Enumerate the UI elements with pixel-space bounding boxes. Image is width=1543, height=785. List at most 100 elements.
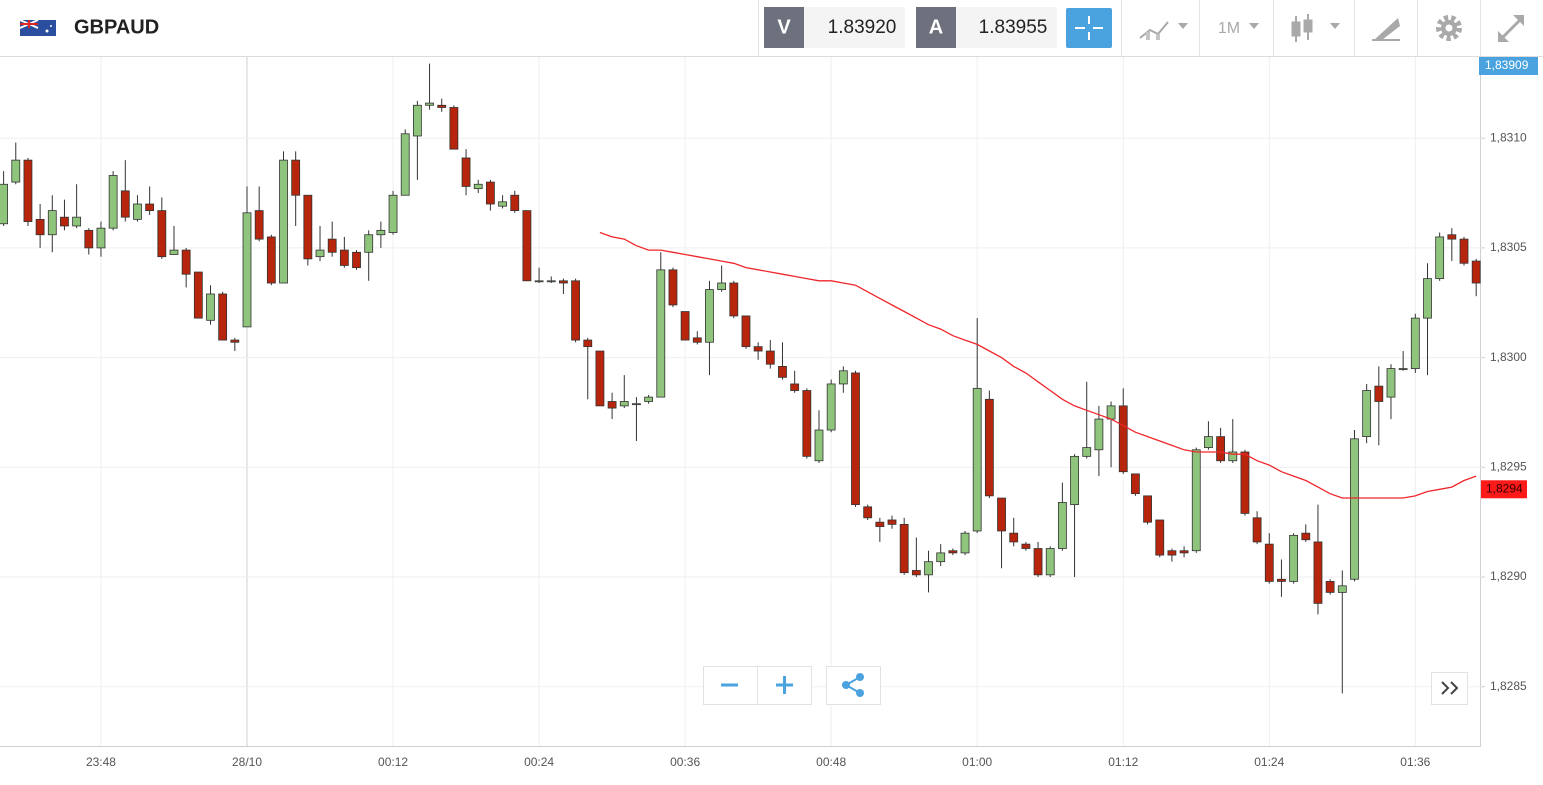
zoom-in-button[interactable] [757,666,812,705]
candle-body [814,429,824,462]
fullscreen-button[interactable] [1498,15,1524,42]
candle-body [1021,543,1031,549]
candle-body [644,396,654,402]
flag-icon [19,19,56,36]
x-tick-label: 01:24 [1254,755,1284,769]
candle-body [1264,543,1274,582]
x-tick-label: 00:36 [670,755,700,769]
zoom-out-button[interactable] [703,666,758,705]
candle-body [1009,532,1019,543]
settings-button[interactable] [1436,15,1462,41]
candle-body [1350,438,1359,580]
candle-body [790,383,800,391]
candle-body [960,532,970,554]
candle-body [1228,451,1238,462]
candle-body [1143,495,1152,523]
candle-body [11,159,21,183]
candle-body [157,210,167,258]
candle-body [364,234,374,253]
candle-body [705,289,714,343]
candle-body [1459,238,1469,264]
sell-price: 1.83920 [828,17,897,38]
candle-body [1325,581,1335,593]
price-tag [1479,57,1538,75]
candle-body [1118,405,1128,473]
candle-body [571,280,580,341]
candle-body [729,282,739,317]
candle-body [206,293,215,321]
candle-body [1167,550,1177,556]
candle-body [35,218,45,236]
x-tick-label: 01:12 [1108,755,1138,769]
x-tick-label: 23:48 [86,755,116,769]
timeframe-button[interactable]: 1M [1218,20,1259,37]
candle-body [1240,451,1250,514]
buy-button[interactable]: A 1.83955 [916,7,1057,48]
x-tick-label: 00:24 [524,755,554,769]
candle-body [717,282,727,290]
x-tick-label: 01:36 [1400,755,1430,769]
plot-area [0,57,1481,746]
candle-body [1471,260,1481,284]
candle-body [1313,541,1323,604]
candle-body [279,159,288,284]
scroll-right-button[interactable] [1431,672,1468,705]
candle-body [242,212,252,328]
y-tick-label: 1,8295 [1490,459,1527,473]
candle-body [1045,548,1055,576]
candle-body [802,390,812,457]
candle-body [498,201,507,207]
candle-body [1191,449,1201,552]
x-tick-label: 01:00 [962,755,992,769]
buy-label: A [929,16,943,38]
candle-body [838,370,848,385]
candle-body [133,203,142,220]
candle-body [1033,548,1043,576]
candle-body [254,210,264,240]
candle-body [1057,502,1067,549]
candle-body [1386,368,1396,398]
candle-body [230,339,240,343]
candle-body [1179,550,1189,554]
candle-body [1398,368,1408,370]
share-button[interactable] [826,666,881,705]
candle-body [72,216,82,227]
candle-body [753,346,763,352]
candle-body [668,269,678,306]
candle-body [47,210,57,236]
candle-body [826,383,836,431]
candle-style-button[interactable] [1291,14,1340,42]
candle-body [875,521,885,527]
candle-body [534,280,544,283]
symbol: GBPAUD [74,16,159,38]
candle-body [181,249,191,275]
candle-body [936,552,946,563]
candle-body [193,271,203,319]
candle-body [266,236,276,284]
crosshair-button[interactable] [1066,8,1112,48]
candle-body [327,238,337,253]
candle-body [510,194,520,211]
drawing-button[interactable] [1372,18,1400,41]
candle-body [1410,317,1420,369]
timeframe: 1M [1218,20,1240,37]
chart-type-button[interactable] [1139,21,1188,40]
candle-body [887,519,897,525]
candle-body [1082,447,1092,457]
candle-body [461,157,471,187]
candle-body [1216,436,1225,462]
candle-body [924,561,933,576]
candle-body [899,523,909,574]
candle-body [1423,278,1432,319]
candle-body [1374,385,1384,402]
candle-body [1155,519,1165,556]
sell-button[interactable]: V 1.83920 [764,7,905,48]
candle-body [1106,405,1116,420]
candle-body [522,210,532,282]
candle-body [1301,532,1311,541]
candle-body [84,229,94,249]
sell-label: V [777,16,791,38]
candle-body [108,175,118,229]
candle-body [680,311,690,341]
